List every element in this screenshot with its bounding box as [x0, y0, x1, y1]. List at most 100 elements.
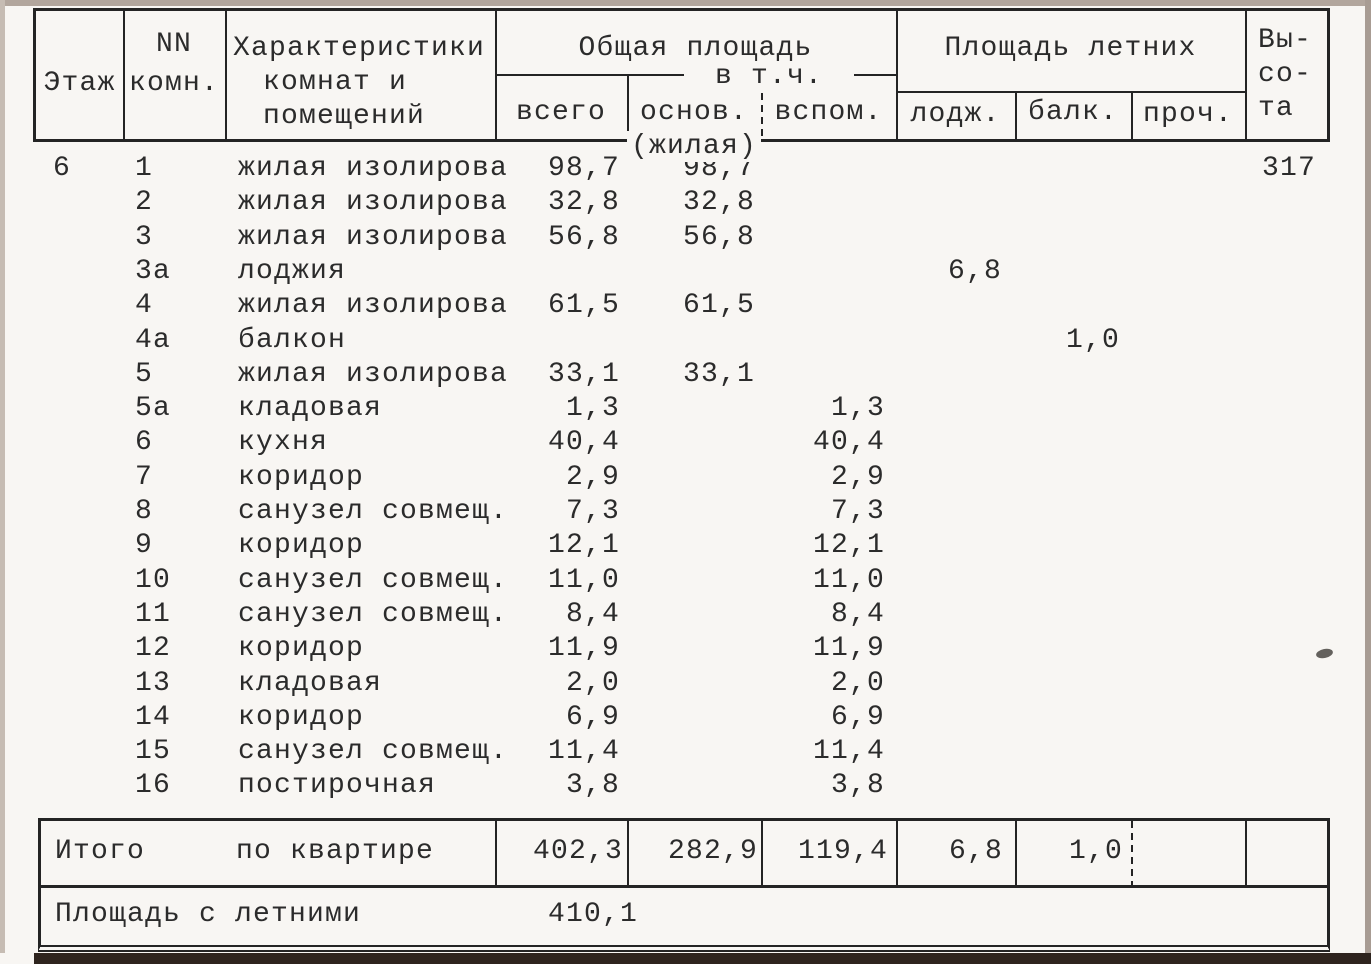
- characteristics-column-header-line1: Характеристики: [233, 33, 486, 64]
- loggia-area-cell: 6,8: [947, 255, 1002, 287]
- room-name-cell: санузел совмещ.: [238, 736, 509, 768]
- total-area-cell: 7,3: [565, 496, 620, 527]
- summer-area-label: Площадь с летними: [55, 899, 362, 930]
- main-area-cell: 56,8: [682, 221, 755, 253]
- table-row: 3 жилая изолирова 56,8 56,8: [33, 221, 1330, 255]
- table-header: Этаж NN комн. Характеристики комнат и по…: [33, 8, 1330, 162]
- total-column-header: всего: [515, 97, 606, 128]
- total-area-cell: 8,4: [565, 598, 620, 630]
- height-column-header-line1: Вы-: [1258, 25, 1313, 56]
- floor-column-header: Этаж: [43, 68, 116, 99]
- grid-line: [896, 91, 1245, 93]
- table-row: 11 санузел совмещ. 8,4 8,4: [33, 598, 1330, 632]
- total-area-cell: 32,8: [547, 187, 620, 219]
- room-name-cell: жилая изолирова: [238, 153, 509, 184]
- height-cell: 317: [1262, 153, 1317, 184]
- grid-line: [627, 821, 629, 885]
- room-number-cell: 1: [135, 153, 154, 184]
- table-row: 15 санузел совмещ. 11,4 11,4: [33, 735, 1330, 769]
- room-name-cell: жилая изолирова: [238, 221, 509, 253]
- table-row: 5 жилая изолирова 33,1 33,1: [33, 358, 1330, 392]
- table-row: 8 санузел совмещ. 7,3 7,3: [33, 495, 1330, 529]
- total-area-cell: 56,8: [547, 221, 620, 253]
- total-area-group-header: Общая площадь: [578, 33, 813, 64]
- main-area-column-subheader: (жилая): [627, 131, 762, 163]
- room-number-cell: 7: [135, 461, 154, 493]
- scan-edge-bottom: [34, 953, 1371, 964]
- totals-main-area: 282,9: [667, 836, 758, 867]
- main-area-cell: 32,8: [682, 187, 755, 219]
- totals-balcony-area: 1,0: [1068, 836, 1123, 867]
- main-area-cell: 33,1: [682, 358, 755, 390]
- aux-area-cell: 12,1: [812, 530, 885, 562]
- room-name-cell: жилая изолирова: [238, 187, 509, 219]
- total-area-cell: 40,4: [547, 427, 620, 459]
- summer-area-value: 410,1: [548, 899, 639, 930]
- room-number-cell: 6: [135, 427, 154, 459]
- room-name-cell: постирочная: [238, 770, 437, 802]
- characteristics-column-header-line3: помещений: [263, 101, 426, 132]
- room-number-cell: 9: [135, 530, 154, 562]
- room-name-cell: коридор: [238, 701, 365, 733]
- grid-line: [495, 821, 497, 885]
- total-area-cell: 11,0: [547, 564, 620, 596]
- summer-area-group-header: Площадь летних: [944, 33, 1197, 64]
- room-number-cell: 15: [135, 736, 172, 768]
- balcony-area-cell: 1,0: [1065, 324, 1120, 356]
- totals-aux-area: 119,4: [797, 836, 888, 867]
- table-row: 4а балкон 1,0: [33, 324, 1330, 358]
- room-name-cell: коридор: [238, 461, 365, 493]
- table-row: 6 кухня 40,4 40,4: [33, 426, 1330, 460]
- room-number-cell: 13: [135, 667, 172, 699]
- room-number-cell: 3а: [135, 255, 172, 287]
- main-area-column-header: основ.: [639, 97, 749, 128]
- room-name-cell: лоджия: [238, 255, 347, 287]
- table-row: 9 коридор 12,1 12,1: [33, 529, 1330, 563]
- aux-area-cell: 1,3: [830, 393, 885, 425]
- aux-area-column-header: вспом.: [774, 97, 883, 128]
- grid-line: [1245, 821, 1247, 885]
- room-number-cell: 3: [135, 221, 154, 253]
- total-area-cell: 61,5: [547, 290, 620, 322]
- aux-area-cell: 11,9: [812, 633, 885, 665]
- totals-loggia-area: 6,8: [948, 836, 1003, 867]
- room-name-cell: жилая изолирова: [238, 290, 509, 322]
- grid-line: [761, 81, 763, 139]
- total-area-cell: 2,9: [565, 461, 620, 493]
- height-column-header-line2: со-: [1258, 59, 1313, 90]
- room-number-cell: 10: [135, 564, 172, 596]
- total-area-cell: 33,1: [547, 358, 620, 390]
- table-rows: 6 1 жилая изолирова 98,7 98,7 317 2 жилая изоли…: [33, 152, 1330, 818]
- aux-area-cell: 2,9: [830, 461, 885, 493]
- room-name-cell: санузел совмещ.: [238, 496, 509, 527]
- grid-line: [1131, 91, 1133, 139]
- characteristics-column-header-line2: комнат и: [263, 67, 408, 98]
- room-number-cell: 16: [135, 770, 172, 802]
- room-number-cell: 4: [135, 290, 154, 322]
- table-row: 12 коридор 11,9 11,9: [33, 632, 1330, 666]
- table-row: 13 кладовая 2,0 2,0: [33, 667, 1330, 701]
- room-name-cell: коридор: [238, 530, 365, 562]
- totals-row: Итого по квартире 402,3 282,9 119,4 6,8 …: [38, 818, 1330, 888]
- table-row: 5а кладовая 1,3 1,3: [33, 392, 1330, 426]
- aux-area-cell: 8,4: [830, 598, 885, 630]
- total-area-cell: 11,9: [547, 633, 620, 665]
- total-area-cell: 1,3: [565, 393, 620, 425]
- total-area-cell: 2,0: [565, 667, 620, 699]
- total-area-cell: 3,8: [565, 770, 620, 802]
- table-row: 14 коридор 6,9 6,9: [33, 701, 1330, 735]
- total-area-cell: 11,4: [547, 736, 620, 768]
- room-name-cell: санузел совмещ.: [238, 564, 509, 596]
- room-number-cell: 2: [135, 187, 154, 219]
- floor-cell: 6: [53, 153, 72, 184]
- room-number-column-header-line2: комн.: [128, 68, 219, 99]
- aux-area-cell: 7,3: [830, 496, 885, 527]
- room-name-cell: жилая изолирова: [238, 358, 509, 390]
- table-row: 4 жилая изолирова 61,5 61,5: [33, 289, 1330, 323]
- aux-area-cell: 3,8: [830, 770, 885, 802]
- room-number-column-header-line1: NN: [155, 29, 192, 60]
- grid-line: [225, 11, 227, 139]
- totals-sublabel: по квартире: [236, 836, 435, 867]
- room-name-cell: балкон: [238, 324, 347, 356]
- table-row: 6 1 жилая изолирова 98,7 98,7 317: [33, 152, 1330, 186]
